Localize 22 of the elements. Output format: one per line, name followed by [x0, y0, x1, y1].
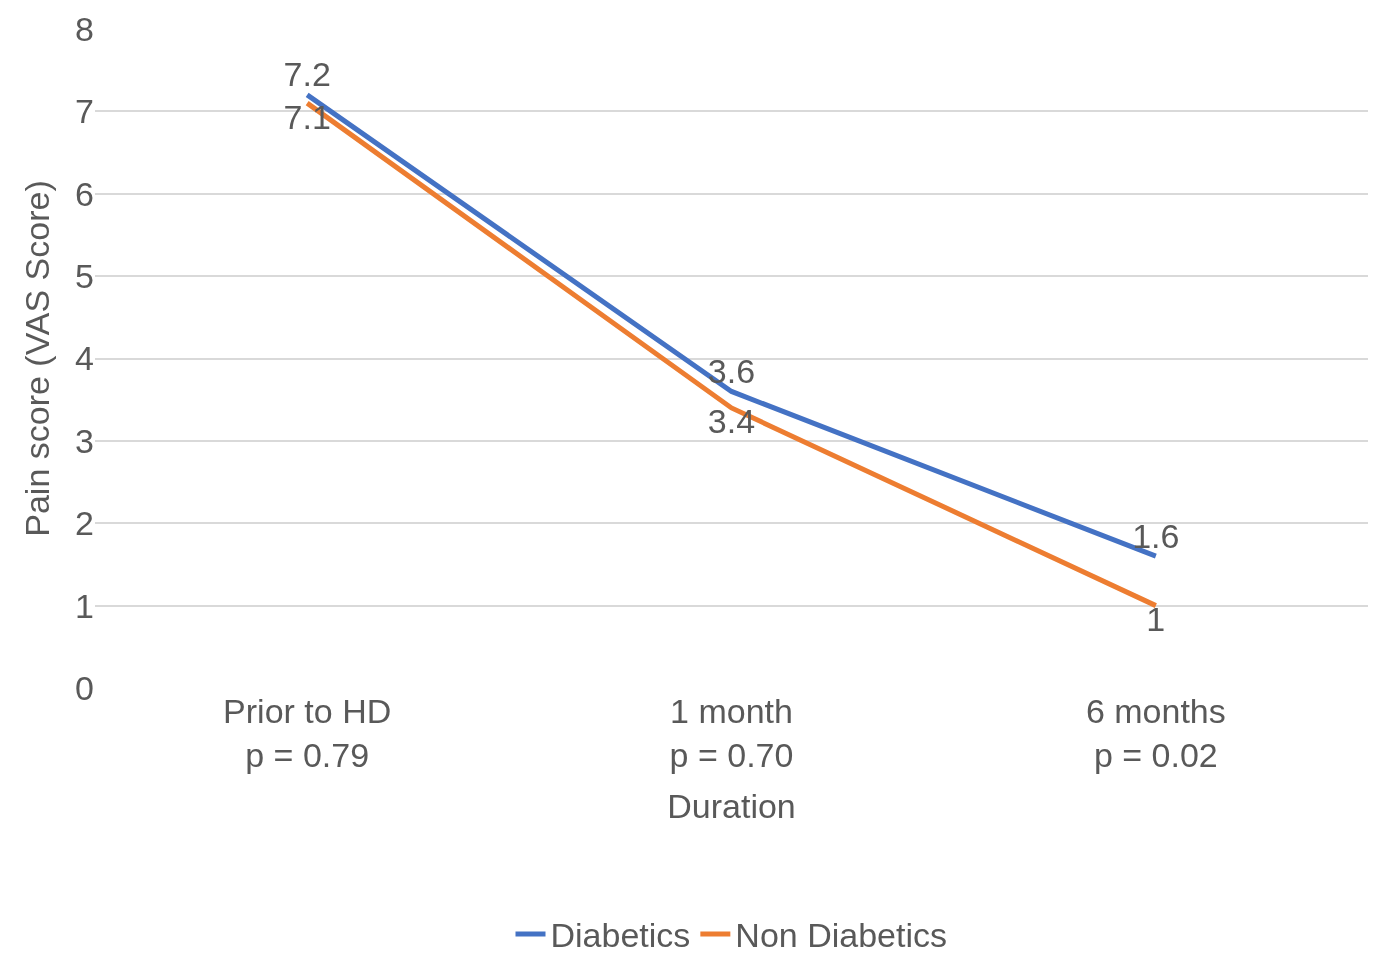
data-label: 1.6 — [1132, 516, 1180, 555]
x-tick-label: 1 month p = 0.70 — [669, 692, 794, 775]
x-tick-label: Prior to HD p = 0.79 — [223, 692, 392, 775]
x-tick-label: 6 months p = 0.02 — [1085, 692, 1226, 775]
legend-label: Diabetics — [550, 916, 691, 955]
y-tick-label: 6 — [75, 174, 94, 213]
y-tick-label: 1 — [75, 586, 94, 625]
y-tick-label: 4 — [75, 339, 94, 378]
y-tick-label: 5 — [75, 257, 94, 296]
data-label: 7.1 — [283, 97, 331, 136]
x-axis-title: Duration — [667, 786, 796, 825]
data-label: 3.4 — [707, 402, 756, 441]
y-tick-label: 3 — [75, 421, 94, 460]
data-label: 1 — [1146, 600, 1166, 639]
data-label: 7.2 — [283, 55, 331, 94]
y-tick-label: 2 — [75, 504, 94, 543]
y-tick-label: 7 — [75, 92, 94, 131]
legend-label: Non Diabetics — [735, 916, 947, 955]
y-tick-label: 0 — [75, 668, 94, 707]
data-label: 3.6 — [707, 351, 756, 390]
y-tick-label: 8 — [75, 9, 94, 48]
y-axis-title: Pain score (VAS Score) — [17, 180, 56, 537]
